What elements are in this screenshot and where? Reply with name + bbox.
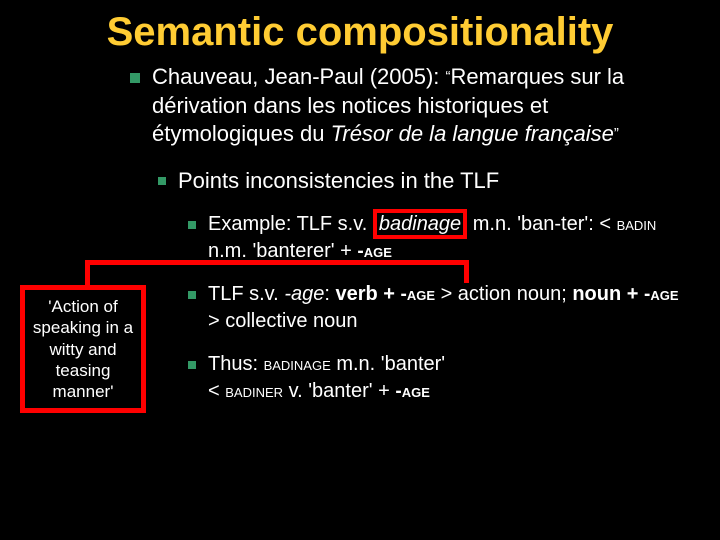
main-citation: Chauveau, Jean-Paul (2005): “Remarques s…: [152, 63, 690, 149]
thus-t3: <: [208, 380, 225, 402]
sub1-text: Points inconsistencies in the TLF: [178, 167, 499, 196]
tlf-sc2: -age: [644, 284, 679, 305]
thus-bullet: Thus: badinage m.n. 'banter' < badiner v…: [188, 351, 690, 405]
thus-sc3: -age: [395, 381, 430, 402]
tlf-sc1: -age: [401, 284, 436, 305]
tlf-t2: :: [324, 283, 335, 305]
ex-post1: m.n. 'ban-ter': <: [467, 213, 616, 235]
tlf-t1: TLF s.v.: [208, 283, 284, 305]
thus-t2: m.n. 'banter': [331, 353, 445, 375]
tlf-b1: verb +: [335, 283, 400, 305]
tlf-t3: > action noun;: [435, 283, 572, 305]
tlf-bullet: TLF s.v. -age: verb + -age > action noun…: [188, 281, 690, 335]
tlf-b2: noun +: [572, 283, 644, 305]
tlf-text: TLF s.v. -age: verb + -age > action noun…: [208, 281, 690, 335]
connector-line-v-right: [464, 260, 469, 283]
connector-line-h: [85, 260, 469, 265]
example-text: Example: TLF s.v. badinage m.n. 'ban-ter…: [208, 211, 690, 265]
ex-pre: Example: TLF s.v.: [208, 213, 373, 235]
bullet-icon: [130, 73, 140, 83]
thus-text: Thus: badinage m.n. 'banter' < badiner v…: [208, 351, 445, 405]
sub-bullet-1: Points inconsistencies in the TLF: [158, 167, 690, 196]
main-bullet: Chauveau, Jean-Paul (2005): “Remarques s…: [130, 63, 690, 149]
bullet-icon: [188, 291, 196, 299]
tlf-t4: > collective noun: [208, 310, 358, 332]
ex-sc1: badin: [617, 214, 657, 235]
badinage-highlight: badinage: [373, 209, 467, 239]
ref-italic: Trésor de la langue française: [331, 121, 614, 146]
example-bullet: Example: TLF s.v. badinage m.n. 'ban-ter…: [188, 211, 690, 265]
thus-t1: Thus:: [208, 353, 264, 375]
slide-title: Semantic compositionality: [0, 0, 720, 63]
close-quote: ”: [614, 125, 619, 142]
callout-box: 'Action of speaking in a witty and teasi…: [20, 285, 146, 413]
tlf-it1: -age: [284, 283, 324, 305]
author: Chauveau, Jean-Paul (2005):: [152, 64, 446, 89]
bullet-icon: [158, 177, 166, 185]
thus-sc1: badinage: [264, 354, 331, 375]
thus-t4: v. 'banter' +: [283, 380, 395, 402]
bullet-icon: [188, 221, 196, 229]
thus-sc2: badiner: [225, 381, 283, 402]
bullet-icon: [188, 361, 196, 369]
